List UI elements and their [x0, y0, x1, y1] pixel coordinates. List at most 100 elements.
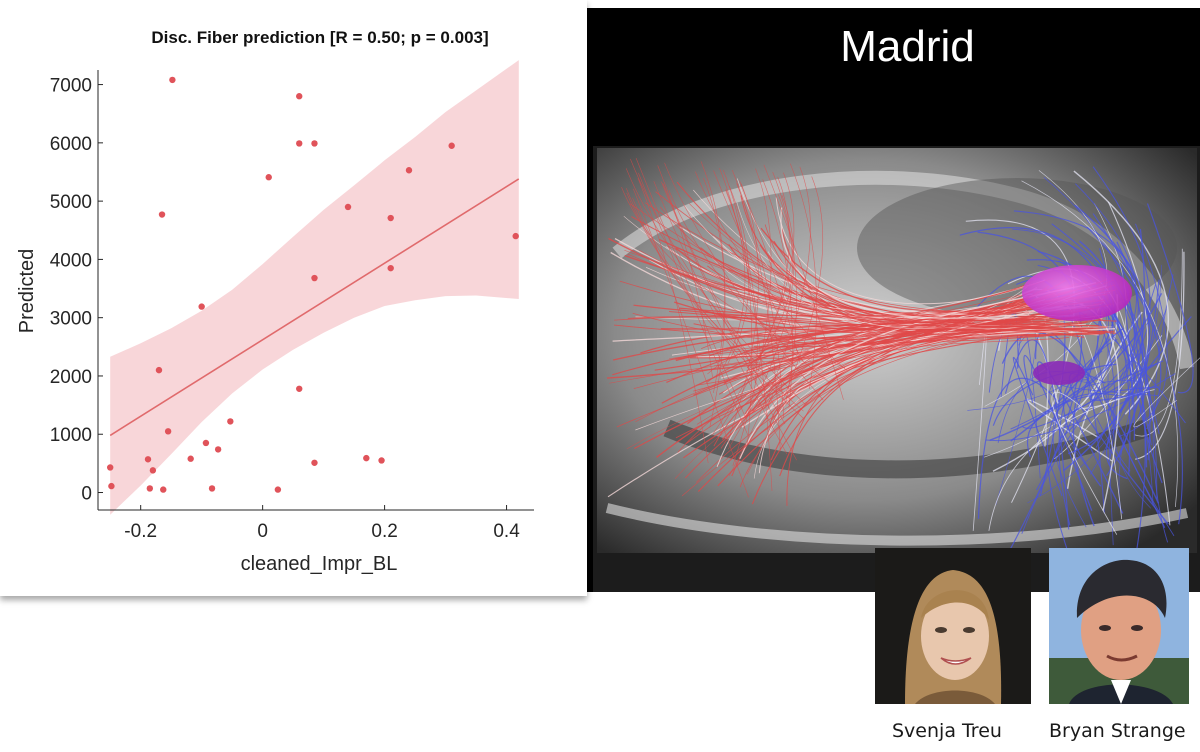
person-photo-icon [1049, 548, 1189, 704]
red-fiber [653, 181, 788, 455]
tractography-image [587, 8, 1200, 592]
red-fiber [695, 171, 847, 371]
red-fiber [660, 319, 1071, 330]
red-fiber [696, 337, 1070, 425]
data-point [387, 214, 394, 222]
red-fiber [732, 169, 781, 452]
red-fiber [711, 172, 795, 436]
data-point [274, 486, 282, 493]
data-point [160, 486, 167, 493]
red-fiber [662, 183, 786, 425]
red-fiber [790, 163, 817, 390]
data-point [387, 264, 394, 272]
red-fiber [674, 323, 1042, 479]
data-point [198, 303, 205, 310]
red-fiber [773, 240, 1074, 316]
blue-fiber [1021, 362, 1158, 429]
person-photo-icon [875, 548, 1031, 704]
data-point [146, 485, 154, 492]
red-fiber [633, 320, 1047, 389]
data-point [311, 459, 318, 466]
data-point [169, 76, 176, 84]
site-title: Madrid [840, 22, 975, 71]
red-fiber [645, 202, 1029, 314]
red-fiber [722, 169, 753, 445]
red-fiber [718, 176, 790, 432]
portrait-bryan-strange [1049, 548, 1189, 704]
red-fiber [625, 168, 806, 405]
red-fiber [626, 192, 804, 419]
data-point [155, 366, 163, 374]
red-fiber [780, 207, 1084, 319]
red-fiber [683, 328, 1102, 459]
data-point [149, 467, 157, 474]
data-point [344, 203, 352, 211]
red-fiber [679, 226, 1075, 317]
scatter-chart: Disc. Fiber prediction [R = 0.50; p = 0.… [16, 28, 534, 575]
y-tick-label: 0 [81, 484, 92, 505]
red-fiber [736, 183, 785, 419]
chart-panel: Disc. Fiber prediction [R = 0.50; p = 0.… [0, 0, 587, 596]
red-fiber [661, 181, 797, 461]
blue-fiber [1146, 203, 1194, 394]
x-tick-label: -0.2 [124, 521, 157, 542]
blue-fiber [1058, 350, 1103, 526]
red-fiber [632, 197, 804, 412]
red-fiber [729, 166, 811, 476]
chart-title: Disc. Fiber prediction [R = 0.50; p = 0.… [151, 28, 488, 47]
blue-fiber [1012, 356, 1063, 497]
data-point [144, 456, 152, 463]
red-fiber [635, 157, 747, 419]
blue-fiber [1021, 180, 1179, 508]
y-tick-label: 1000 [50, 425, 92, 446]
blue-fiber [1023, 355, 1093, 511]
x-axis-label: cleaned_Impr_BL [241, 553, 398, 575]
red-fiber [744, 302, 1055, 415]
blue-fiber [1087, 339, 1131, 472]
data-point [512, 232, 519, 240]
blue-fiber [1097, 303, 1175, 537]
regression-line [109, 178, 520, 437]
x-tick-label: 0.4 [493, 521, 520, 542]
red-fiber [746, 282, 1031, 369]
blue-fiber [988, 389, 1155, 531]
red-fiber [633, 188, 749, 498]
red-fiber [689, 279, 1066, 359]
blue-fiber [989, 292, 1163, 441]
x-tick-label: 0 [257, 521, 268, 542]
blue-fiber [1051, 391, 1118, 535]
y-tick-label: 7000 [50, 76, 92, 97]
red-fiber [638, 172, 749, 436]
y-tick-label: 4000 [50, 250, 92, 271]
data-point [108, 482, 115, 490]
y-tick-label: 3000 [50, 309, 92, 330]
tractography-panel: Madrid [587, 8, 1200, 592]
blue-fiber [1067, 228, 1146, 455]
blue-fiber [1118, 223, 1168, 437]
data-point [448, 142, 455, 149]
y-tick-label: 2000 [50, 367, 92, 388]
blue-fiber [985, 373, 1176, 442]
red-fiber [728, 183, 759, 439]
red-fiber [772, 171, 797, 404]
blue-fiber [1089, 360, 1164, 401]
data-point [405, 167, 413, 174]
red-fiber [609, 313, 1054, 384]
data-point [164, 428, 172, 435]
caption-svenja-treu: Svenja Treu [892, 720, 1002, 742]
caption-bryan-strange: Bryan Strange [1049, 720, 1186, 742]
portrait-svenja-treu [875, 548, 1031, 704]
blue-fiber [1027, 264, 1162, 504]
data-point [158, 211, 166, 218]
y-tick-label: 6000 [50, 134, 92, 155]
data-point [202, 439, 210, 447]
blue-fiber [1092, 213, 1183, 525]
red-fiber [621, 186, 846, 369]
red-fiber [719, 168, 773, 492]
data-point [227, 418, 234, 425]
data-point [296, 385, 303, 392]
confidence-band [110, 60, 519, 515]
red-fiber [637, 177, 709, 464]
data-point [208, 485, 216, 492]
blue-fiber [1046, 393, 1124, 556]
